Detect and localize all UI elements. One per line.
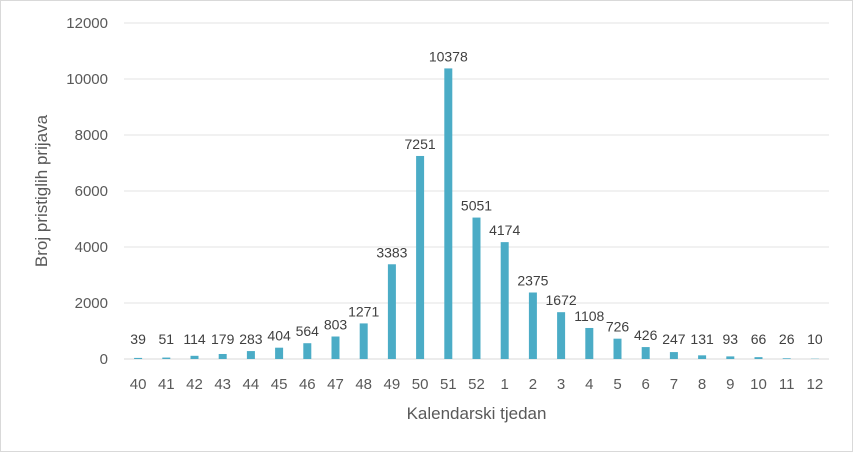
x-tick-label: 47 bbox=[327, 376, 344, 393]
x-tick-label: 9 bbox=[726, 376, 734, 393]
x-tick-label: 1 bbox=[501, 376, 509, 393]
x-tick-label: 43 bbox=[214, 376, 231, 393]
data-label: 39 bbox=[130, 331, 146, 347]
x-tick-label: 48 bbox=[355, 376, 372, 393]
bar bbox=[755, 357, 763, 359]
data-label: 114 bbox=[183, 331, 206, 347]
x-tick-label: 50 bbox=[412, 376, 429, 393]
data-label: 404 bbox=[267, 328, 291, 344]
data-label: 2375 bbox=[517, 273, 548, 289]
data-label: 426 bbox=[634, 327, 658, 343]
x-tick-label: 51 bbox=[440, 376, 457, 393]
y-tick-label: 6000 bbox=[75, 183, 108, 200]
x-tick-label: 44 bbox=[243, 376, 260, 393]
data-label: 1672 bbox=[546, 292, 577, 308]
y-tick-label: 8000 bbox=[75, 127, 108, 144]
x-tick-label: 7 bbox=[670, 376, 678, 393]
data-label: 1271 bbox=[348, 303, 379, 319]
data-label: 564 bbox=[296, 323, 320, 339]
data-label: 51 bbox=[159, 331, 175, 347]
data-label: 3383 bbox=[376, 244, 407, 260]
bar bbox=[191, 356, 199, 359]
bar bbox=[275, 348, 283, 359]
x-tick-label: 42 bbox=[186, 376, 203, 393]
x-tick-label: 2 bbox=[529, 376, 537, 393]
data-label: 803 bbox=[324, 317, 348, 333]
bar bbox=[501, 242, 509, 359]
bar bbox=[670, 352, 678, 359]
y-tick-label: 2000 bbox=[75, 295, 108, 312]
bar bbox=[529, 293, 537, 360]
x-tick-label: 49 bbox=[384, 376, 401, 393]
bar bbox=[783, 358, 791, 359]
data-label: 131 bbox=[690, 331, 714, 347]
x-tick-label: 8 bbox=[698, 376, 706, 393]
y-axis-title: Broj pristiglih prijava bbox=[32, 114, 51, 267]
data-label: 4174 bbox=[489, 222, 520, 238]
x-tick-label: 46 bbox=[299, 376, 316, 393]
bar bbox=[698, 355, 706, 359]
x-tick-label: 41 bbox=[158, 376, 175, 393]
bar bbox=[726, 356, 734, 359]
data-label: 10378 bbox=[429, 48, 468, 64]
x-tick-label: 52 bbox=[468, 376, 485, 393]
bar bbox=[585, 328, 593, 359]
x-tick-label: 3 bbox=[557, 376, 565, 393]
bar bbox=[162, 358, 170, 359]
bar bbox=[642, 347, 650, 359]
bar bbox=[444, 68, 452, 359]
bar bbox=[388, 264, 396, 359]
x-tick-label: 4 bbox=[585, 376, 593, 393]
y-tick-label: 12000 bbox=[66, 15, 108, 32]
y-tick-label: 10000 bbox=[66, 71, 108, 88]
y-tick-label: 4000 bbox=[75, 239, 108, 256]
data-label: 26 bbox=[779, 331, 795, 347]
bar bbox=[303, 343, 311, 359]
bar bbox=[360, 323, 368, 359]
x-tick-label: 11 bbox=[779, 376, 795, 393]
data-label: 247 bbox=[662, 331, 686, 347]
bars bbox=[134, 68, 819, 359]
x-tick-label: 6 bbox=[642, 376, 650, 393]
data-label: 10 bbox=[807, 331, 823, 347]
bar bbox=[416, 156, 424, 359]
bar bbox=[134, 358, 142, 359]
bar bbox=[219, 354, 227, 359]
x-tick-label: 10 bbox=[750, 376, 767, 393]
bar bbox=[332, 337, 340, 359]
bar bbox=[557, 312, 565, 359]
bar bbox=[614, 339, 622, 359]
bar bbox=[473, 218, 481, 359]
x-axis-title: Kalendarski tjedan bbox=[407, 404, 547, 423]
data-label: 93 bbox=[723, 331, 739, 347]
data-label: 1108 bbox=[574, 308, 604, 324]
data-label: 726 bbox=[606, 319, 630, 335]
x-tick-label: 5 bbox=[613, 376, 621, 393]
data-label: 66 bbox=[751, 331, 767, 347]
bar bbox=[247, 351, 255, 359]
y-tick-label: 0 bbox=[100, 351, 108, 368]
data-label: 283 bbox=[239, 331, 263, 347]
data-label: 7251 bbox=[405, 136, 436, 152]
y-axis-ticks: 0 2000 4000 6000 8000 10000 12000 bbox=[66, 15, 108, 368]
data-label: 179 bbox=[211, 331, 235, 347]
x-tick-label: 40 bbox=[130, 376, 147, 393]
x-tick-label: 45 bbox=[271, 376, 288, 393]
x-tick-label: 12 bbox=[807, 376, 824, 393]
data-label: 5051 bbox=[461, 198, 492, 214]
